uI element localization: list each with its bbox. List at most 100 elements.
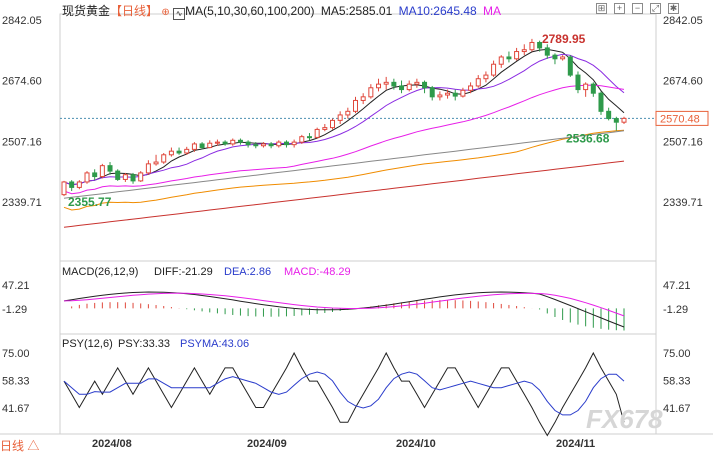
candle-body: [345, 110, 351, 116]
candle-body: [245, 141, 251, 146]
candle-body: [498, 56, 504, 65]
candle-body: [560, 56, 566, 60]
psy-axis-label-right: 75.00: [663, 348, 691, 360]
candle-body: [399, 85, 405, 91]
ma-params: MA(5,10,30,60,100,200): [185, 4, 315, 18]
candle-body: [376, 83, 382, 89]
x-axis-label: 2024/08: [92, 438, 132, 450]
grid-icon[interactable]: ⊞: [596, 3, 607, 14]
ma10-line: [63, 53, 625, 186]
candle-body: [468, 85, 474, 91]
ma10-value: MA10:2645.48: [398, 4, 477, 18]
psy-line: [63, 351, 625, 437]
settings-icon[interactable]: ⊕: [161, 7, 170, 18]
plot-frame: [59, 13, 657, 435]
candle-body: [544, 47, 550, 56]
price-axis-label-right: 2674.60: [663, 76, 703, 88]
candle-body: [76, 181, 82, 188]
candle-body: [552, 54, 558, 60]
macd-header: MACD(26,12,9): [62, 266, 138, 278]
last-price-tag: [655, 110, 709, 126]
macd-panel: [63, 291, 625, 331]
x-axis-label: 2024/09: [247, 438, 287, 450]
macd-dif: DIFF:-21.29: [154, 266, 213, 278]
candle-body: [306, 136, 312, 139]
ma5-line: [63, 48, 625, 186]
price-axis-label-right: 2842.05: [663, 15, 703, 27]
candle-body: [514, 51, 520, 60]
psyma-line: [63, 371, 625, 416]
x-axis-label: 2024/11: [556, 438, 595, 450]
psyma-value: PSYMA:43.06: [180, 338, 249, 350]
candle-body: [283, 141, 289, 146]
candle-body: [445, 92, 451, 96]
candle-body: [583, 83, 589, 91]
candle-body: [452, 92, 458, 97]
candle-body: [84, 172, 90, 183]
period-selector[interactable]: 【日线】: [110, 4, 159, 18]
candle-body: [506, 56, 512, 60]
macd-axis-label-left: -1.29: [2, 304, 27, 316]
candle-body: [145, 163, 151, 174]
psy-axis-label-left: 41.67: [2, 403, 30, 415]
candle-body: [291, 141, 297, 146]
watermark: FX678: [586, 404, 663, 434]
psy-axis-label-left: 75.00: [2, 348, 30, 360]
macd-axis-label-left: 47.21: [2, 280, 30, 292]
candle-body: [299, 136, 305, 143]
candle-body: [230, 139, 236, 145]
candle-body: [138, 172, 144, 182]
price-axis-label-left: 2842.05: [2, 15, 42, 27]
ma-toggle-icon[interactable]: ∿: [173, 8, 186, 20]
candle-body: [353, 99, 359, 112]
candle-body: [268, 143, 274, 147]
recent-low-label: 2536.68: [566, 132, 610, 146]
ma200-line: [63, 160, 625, 228]
ma5-value: MA5:2585.01: [320, 4, 393, 18]
macd-axis-label-right: -1.29: [663, 304, 688, 316]
macd-dea-line: [63, 292, 625, 317]
settings-gear-icon[interactable]: ✱: [668, 3, 679, 14]
price-axis-label-right: 2339.71: [663, 197, 703, 209]
candle-body: [483, 74, 489, 80]
candle-body: [460, 89, 466, 97]
symbol-name: 现货黄金: [62, 4, 111, 18]
candle-body: [260, 143, 266, 147]
candle-body: [122, 174, 128, 180]
candle-body: [176, 150, 182, 154]
candle-body: [253, 144, 259, 147]
candle-body: [214, 141, 220, 144]
candle-body: [337, 114, 343, 121]
candle-body: [606, 110, 612, 120]
candle-body: [184, 148, 190, 154]
zoom-in-icon[interactable]: +: [614, 3, 625, 14]
candle-body: [422, 81, 428, 89]
psy-panel: [63, 351, 625, 437]
candle-body: [237, 139, 243, 143]
candle-body: [161, 154, 167, 163]
candle-body: [153, 161, 159, 165]
candle-body: [575, 74, 581, 91]
moving-average-lines: [63, 48, 625, 228]
fullscreen-icon[interactable]: ⤢: [650, 3, 661, 14]
candle-body: [191, 143, 197, 150]
last-price-label: 2570.48: [660, 113, 700, 125]
candle-body: [491, 63, 497, 76]
candle-body: [529, 41, 535, 51]
candle-body: [613, 118, 619, 123]
price-axis-label-right: 2507.16: [663, 136, 703, 148]
macd-axis-label-right: 47.21: [663, 280, 691, 292]
price-axis-label-left: 2507.16: [2, 136, 42, 148]
candle-body: [329, 119, 335, 129]
period-toggle-button[interactable]: 日线 △: [0, 439, 40, 453]
ma100-line: [63, 130, 625, 199]
psy-axis-label-right: 41.67: [663, 403, 691, 415]
candle-body: [537, 41, 543, 49]
candle-body: [567, 56, 573, 76]
zoom-out-icon[interactable]: −: [632, 3, 643, 14]
low-price-label: 2355.77: [68, 195, 112, 209]
psy-axis-label-left: 58.33: [2, 376, 30, 388]
candle-body: [475, 78, 481, 87]
ma-more[interactable]: MA: [483, 4, 502, 18]
candle-body: [414, 81, 420, 85]
